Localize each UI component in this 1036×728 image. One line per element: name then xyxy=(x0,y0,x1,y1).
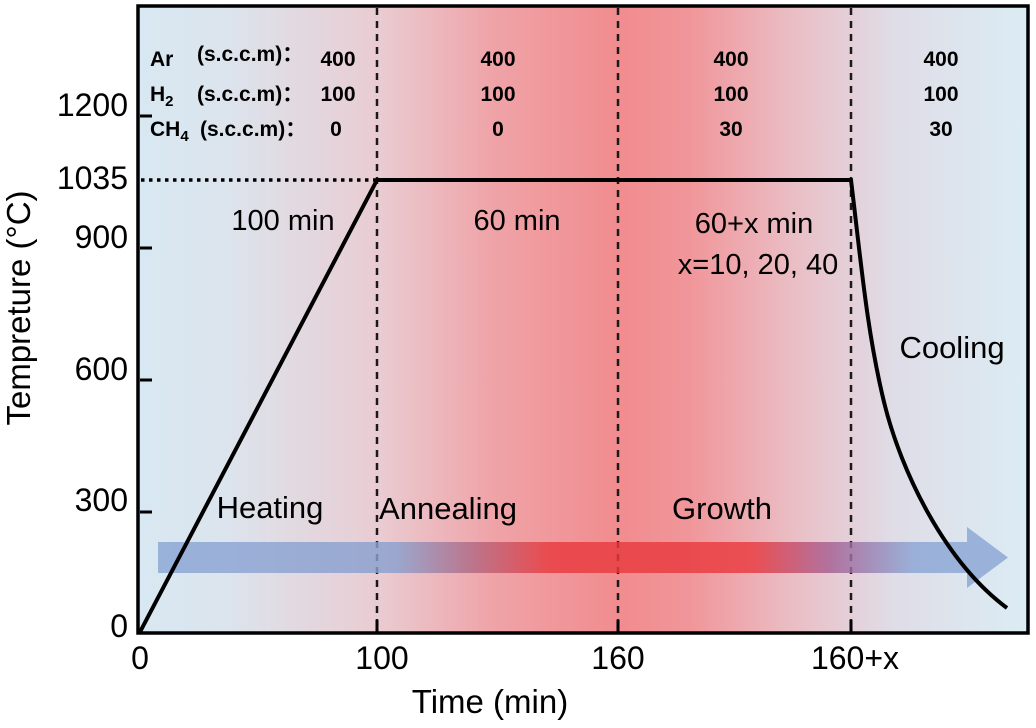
phase-label-cooling: Cooling xyxy=(899,330,1004,365)
growth-x-values: x=10, 20, 40 xyxy=(678,249,838,281)
plot-background-gradient xyxy=(138,6,1028,633)
gas-sub-ch4: 4 xyxy=(180,128,189,145)
gas-flow-table: Ar (s.c.c.m)： H2 (s.c.c.m)： CH4 (s.c.c.m)： … xyxy=(150,43,959,145)
x-tick-label-100: 100 xyxy=(355,640,408,676)
gas-value-h2-heating: 100 xyxy=(320,83,355,106)
process-flow-arrow xyxy=(158,527,1008,588)
temperature-curve xyxy=(138,178,1009,633)
x-tick-label-160x: 160+x xyxy=(811,640,899,676)
plot-frame xyxy=(136,4,1030,635)
y-axis-title: Tempreture (°C) xyxy=(0,190,37,425)
gas-name-h2: H xyxy=(150,83,165,106)
phase-labels: Heating Annealing Growth Cooling xyxy=(217,330,1005,526)
gas-value-ch4-growth: 30 xyxy=(719,118,742,141)
gas-name-ch4: CH xyxy=(150,118,180,141)
duration-growth: 60+x min xyxy=(695,208,813,240)
gas-value-ar-heating: 400 xyxy=(320,48,355,71)
gas-value-h2-annealing: 100 xyxy=(480,83,515,106)
gas-unit-ar: (s.c.c.m)： xyxy=(197,43,303,66)
gas-value-ar-growth: 400 xyxy=(713,48,748,71)
y-tick-labels: 0 300 600 900 1035 1200 xyxy=(57,87,128,644)
gas-sub-h2: 2 xyxy=(165,93,173,110)
x-axis-title: Time (min) xyxy=(412,683,568,720)
gas-value-ch4-annealing: 0 xyxy=(492,118,504,141)
y-tick-label-1200: 1200 xyxy=(57,87,128,123)
gas-unit-ch4: (s.c.c.m)： xyxy=(200,118,306,141)
x-tick-label-160: 160 xyxy=(591,640,644,676)
phase-label-annealing: Annealing xyxy=(379,491,517,526)
gas-row-label-ch4: CH4 (s.c.c.m)： xyxy=(150,118,306,145)
gas-row-label-ar: Ar (s.c.c.m)： xyxy=(150,43,303,71)
gas-unit-h2: (s.c.c.m)： xyxy=(197,83,303,106)
gas-name-ar: Ar xyxy=(150,48,173,71)
gas-value-ch4-cooling: 30 xyxy=(929,118,952,141)
gas-value-h2-growth: 100 xyxy=(713,83,748,106)
phase-label-growth: Growth xyxy=(672,491,772,526)
x-tick-label-0: 0 xyxy=(131,640,149,676)
y-tick-label-300: 300 xyxy=(75,482,128,518)
gas-value-ar-annealing: 400 xyxy=(480,48,515,71)
duration-heating: 100 min xyxy=(231,205,334,237)
duration-annealing: 60 min xyxy=(473,205,560,237)
gas-value-ar-cooling: 400 xyxy=(923,48,958,71)
y-tick-label-600: 600 xyxy=(75,351,128,387)
duration-annotations: 100 min 60 min 60+x min x=10, 20, 40 xyxy=(231,205,838,281)
phase-label-heating: Heating xyxy=(217,490,324,525)
axis-ticks xyxy=(140,114,853,632)
x-tick-labels: 0 100 160 160+x xyxy=(131,640,899,676)
y-tick-label-1035: 1035 xyxy=(57,160,128,196)
gas-value-h2-cooling: 100 xyxy=(923,83,958,106)
y-tick-label-0: 0 xyxy=(110,608,128,644)
gas-value-ch4-heating: 0 xyxy=(330,118,342,141)
y-tick-label-900: 900 xyxy=(75,219,128,255)
gas-row-label-h2: H2 (s.c.c.m)： xyxy=(150,83,303,110)
